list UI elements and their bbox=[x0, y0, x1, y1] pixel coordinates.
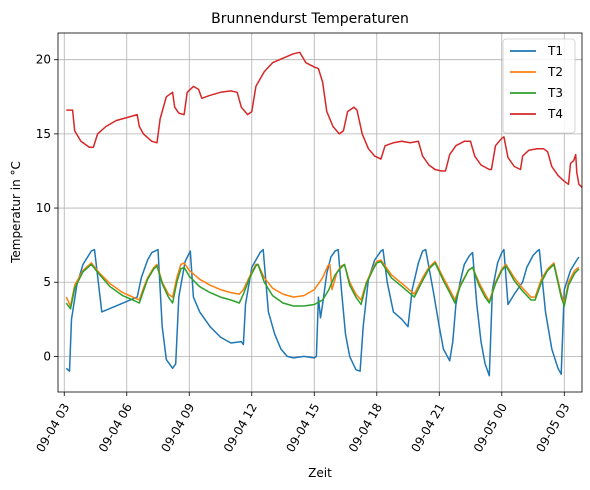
legend-label-t2: T2 bbox=[547, 65, 563, 79]
x-axis-label: Zeit bbox=[308, 466, 332, 480]
legend: T1 T2 T3 T4 bbox=[502, 38, 576, 134]
legend-box bbox=[502, 38, 576, 134]
legend-label-t1: T1 bbox=[547, 44, 563, 58]
y-tick-label: 20 bbox=[36, 53, 51, 67]
series-line-t3 bbox=[65, 260, 580, 310]
y-tick-label: 0 bbox=[43, 349, 51, 363]
legend-label-t4: T4 bbox=[547, 107, 563, 121]
y-axis-label: Temperatur in °C bbox=[9, 161, 23, 264]
y-tick-label: 10 bbox=[36, 201, 51, 215]
y-axis: 0 5 10 15 20 bbox=[36, 53, 58, 363]
y-tick-label: 15 bbox=[36, 127, 51, 141]
series-lines bbox=[65, 51, 582, 377]
series-line-t4 bbox=[66, 51, 582, 189]
legend-label-t3: T3 bbox=[547, 86, 563, 100]
series-line-t1 bbox=[65, 248, 580, 377]
plot-frame bbox=[57, 32, 583, 393]
plot-area bbox=[65, 51, 582, 377]
chart-title: Brunnendurst Temperaturen bbox=[211, 11, 409, 27]
y-tick-label: 5 bbox=[43, 275, 51, 289]
